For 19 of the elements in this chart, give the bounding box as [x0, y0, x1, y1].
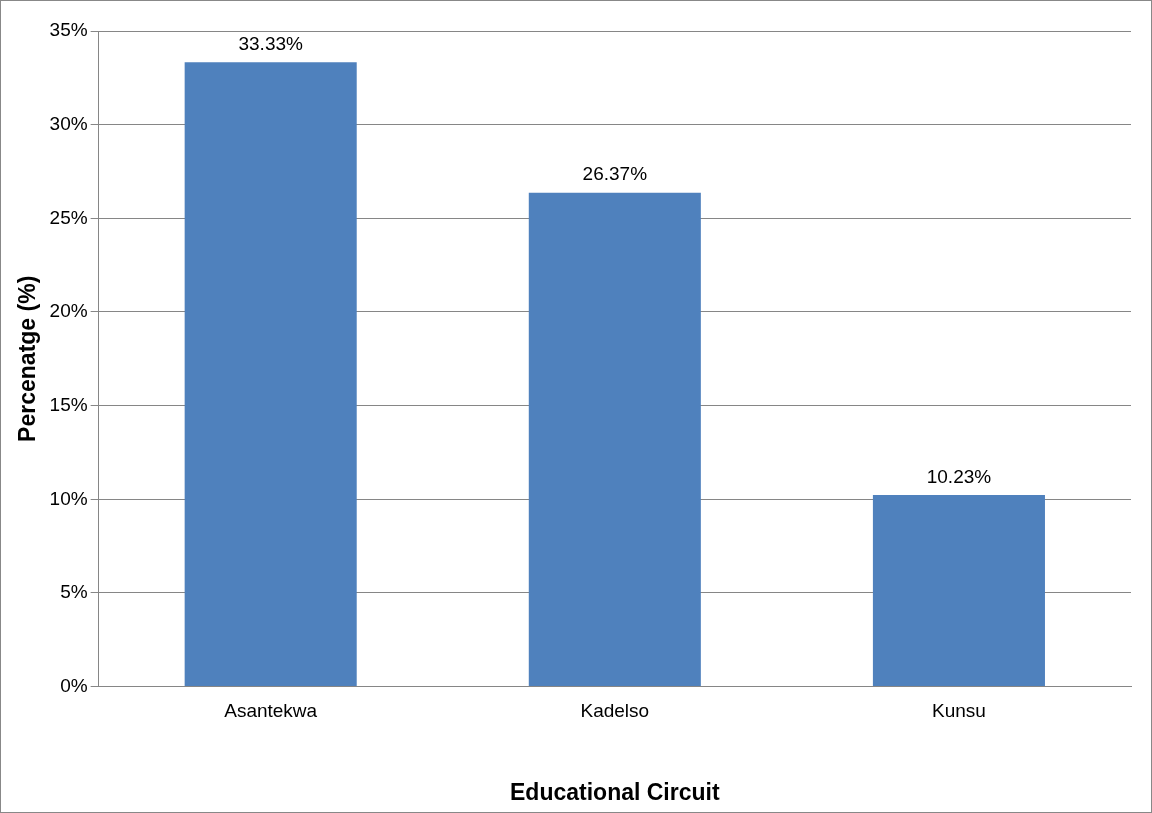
- y-tick-label: 25%: [49, 206, 88, 228]
- y-tick-label: 15%: [49, 393, 88, 415]
- x-tick-label: Asantekwa: [224, 700, 318, 722]
- y-axis-title: Percenatge (%): [14, 275, 41, 442]
- bar: [184, 62, 357, 687]
- y-tick-label: 10%: [49, 487, 88, 509]
- x-tick-label: Kunsu: [932, 700, 986, 722]
- bar: [528, 192, 701, 687]
- x-tick-label: Kadelso: [580, 700, 650, 722]
- bar: [872, 494, 1045, 687]
- y-tick-label: 5%: [60, 581, 88, 603]
- y-tick-label: 20%: [49, 300, 88, 322]
- data-label: 10.23%: [926, 465, 992, 487]
- data-label: 33.33%: [238, 33, 304, 55]
- y-tick-label: 30%: [49, 112, 88, 134]
- x-axis-title: Educational Circuit: [510, 778, 720, 805]
- y-tick-label: 0%: [60, 674, 88, 696]
- data-label: 26.37%: [582, 163, 648, 185]
- y-tick-label: 35%: [49, 19, 88, 41]
